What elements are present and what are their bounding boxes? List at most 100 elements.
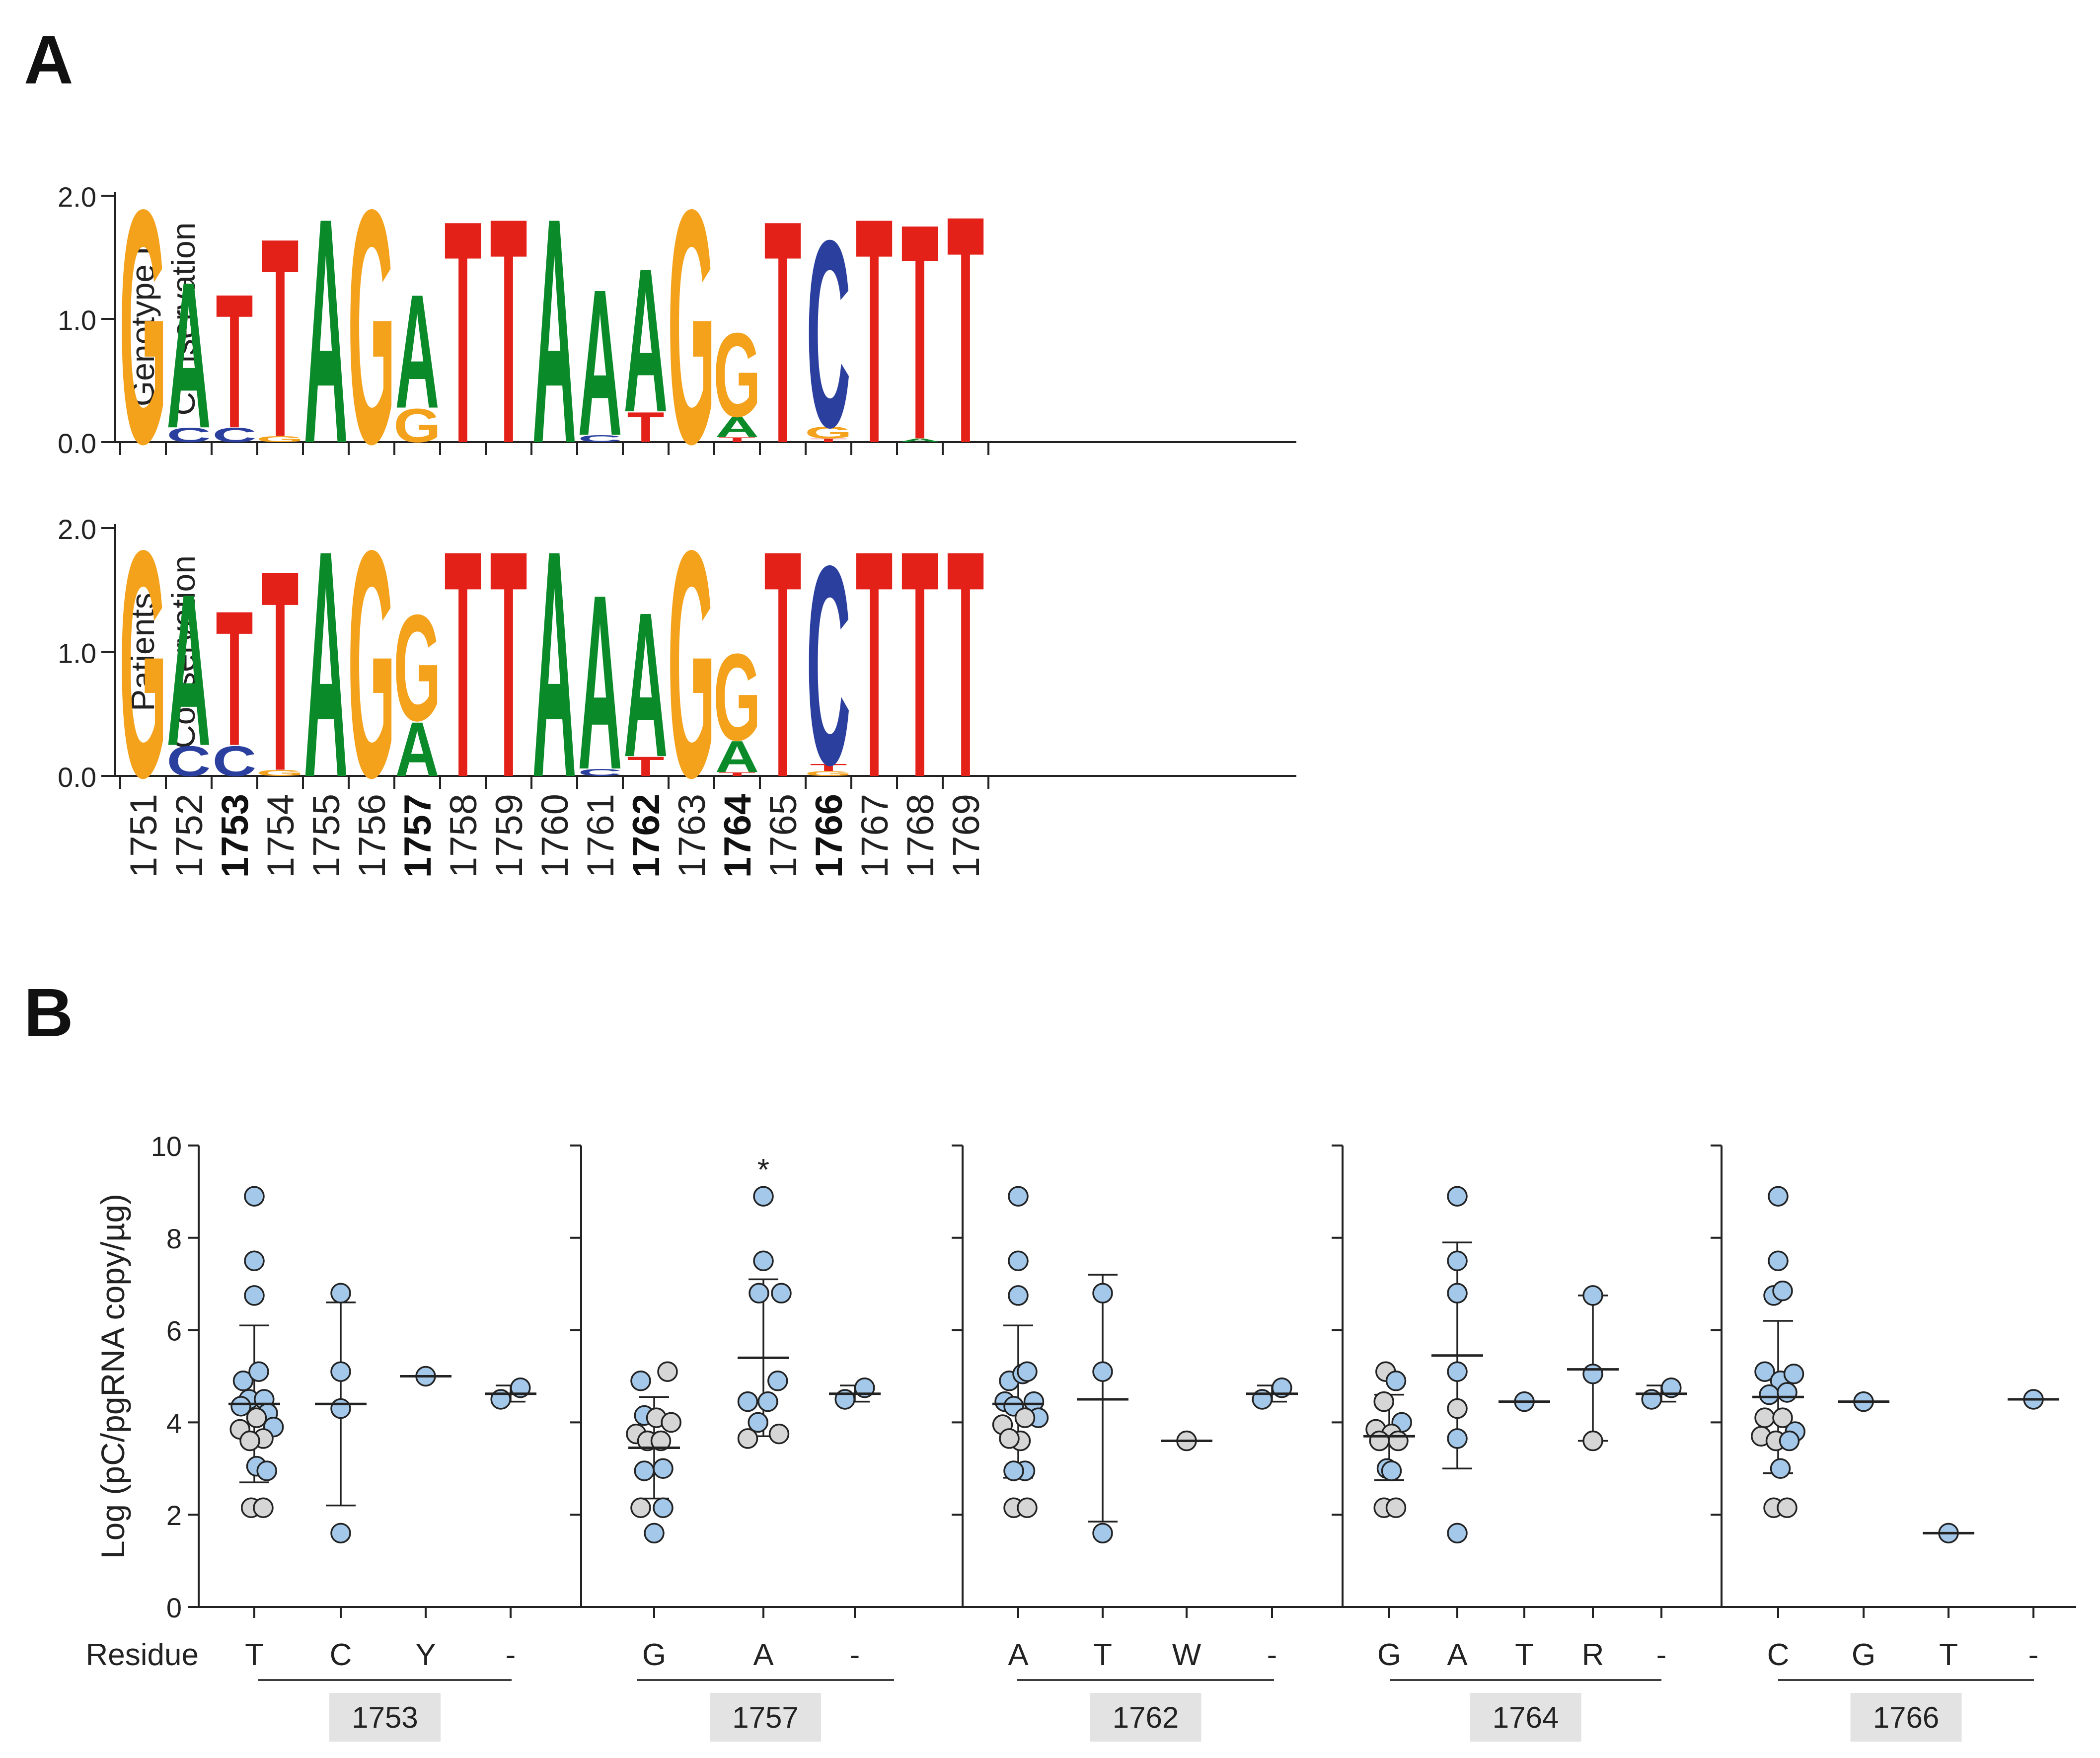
data-point — [1447, 1186, 1468, 1207]
logo-letter-T: T — [444, 484, 481, 845]
data-point — [1272, 1377, 1292, 1398]
logo-y-label-line2: Conservation — [165, 555, 202, 749]
logo-y-axis-label: Genotype D Conservation — [124, 223, 202, 416]
logo-letter-G: G — [393, 584, 441, 753]
scatter-chart-pc-pgrna: 0 2 4 6 8 10 Log (pC/pgRNA copy/µg) Residue T C Y -… — [86, 1131, 2076, 1742]
scatter-y-tick-label: 4 — [166, 1407, 182, 1439]
logo-y-label-line1: Patients — [124, 593, 161, 711]
logo-letter-G: G — [348, 141, 395, 513]
data-point — [239, 1430, 260, 1452]
logo-letter-A: A — [578, 542, 622, 822]
position-box — [1850, 1693, 1962, 1742]
data-point — [1369, 1430, 1390, 1452]
position-label-1764: 1764 — [717, 794, 759, 878]
logo-letter-T: T — [216, 570, 253, 786]
scatter-y-tick-label: 0 — [166, 1592, 182, 1623]
position-box — [710, 1693, 821, 1742]
logo-letter-T: T — [490, 484, 527, 845]
residue-label: T — [1515, 1638, 1534, 1672]
logo-letter-A: A — [624, 569, 668, 800]
data-point — [1014, 1407, 1036, 1428]
logo-letter-A: A — [715, 411, 759, 444]
data-point — [1779, 1430, 1800, 1452]
logo-letter-A: A — [578, 246, 622, 479]
position-box-label: 1766 — [1873, 1701, 1939, 1734]
data-point — [661, 1412, 681, 1433]
scatter-y-tick-label: 8 — [166, 1223, 182, 1254]
data-point — [1008, 1186, 1029, 1207]
data-point — [757, 1391, 778, 1412]
position-box-label: 1762 — [1113, 1701, 1179, 1734]
data-point — [1092, 1283, 1113, 1304]
logo-letter-A: A — [167, 238, 211, 472]
scatter-y-tick-label: 2 — [166, 1500, 182, 1531]
logo-y-tick-label: 0.0 — [58, 762, 96, 793]
data-point — [1754, 1361, 1775, 1382]
data-point — [1772, 1407, 1793, 1428]
logo-letter-G: G — [668, 484, 715, 845]
logo-letter-T: T — [764, 484, 801, 845]
data-point — [1447, 1283, 1468, 1304]
data-point — [1777, 1382, 1798, 1403]
data-point — [330, 1398, 351, 1419]
data-point — [330, 1523, 351, 1544]
data-point — [1768, 1186, 1789, 1207]
residue-label: - — [2028, 1638, 2039, 1672]
residue-label: G — [642, 1638, 666, 1672]
logo-letter-G: G — [713, 308, 761, 442]
logo-letter-T: T — [444, 153, 481, 510]
data-point — [1381, 1460, 1402, 1481]
logo-y-tick-label: 1.0 — [58, 305, 96, 336]
logo-letter-T: T — [718, 771, 755, 777]
data-point — [1008, 1285, 1029, 1306]
position-label-1758: 1758 — [443, 794, 485, 878]
data-point — [1770, 1458, 1791, 1479]
data-point — [653, 1458, 674, 1479]
data-point — [737, 1391, 758, 1412]
data-point — [653, 1497, 674, 1519]
residue-label: A — [1008, 1638, 1029, 1672]
group-1753: T C Y - 1753 — [228, 1186, 536, 1742]
group-1766: C G T - 1766 — [1751, 1186, 2059, 1742]
data-point — [1661, 1377, 1682, 1398]
data-point — [1783, 1364, 1804, 1384]
position-label-1753: 1753 — [214, 794, 256, 878]
data-point — [246, 1407, 267, 1428]
data-point — [1759, 1384, 1780, 1405]
data-point — [753, 1186, 774, 1207]
logo-letter-T: T — [764, 153, 801, 510]
data-point — [1385, 1371, 1407, 1391]
logo-letter-A: A — [624, 226, 668, 455]
logo-letter-G: G — [668, 141, 715, 513]
logo-y-label-line1: Genotype D — [124, 231, 161, 406]
position-label-1754: 1754 — [260, 794, 302, 878]
logo-letter-T: T — [216, 254, 253, 468]
position-box — [1470, 1693, 1581, 1742]
residue-label: G — [1852, 1638, 1875, 1672]
data-point — [1582, 1364, 1603, 1384]
logo-letter-T: T — [855, 484, 893, 845]
data-point — [1777, 1497, 1798, 1519]
data-point — [1017, 1361, 1038, 1382]
scatter-y-tick-label: 10 — [151, 1131, 182, 1162]
logo-letter-T: T — [810, 438, 847, 443]
residue-label: G — [1377, 1638, 1401, 1672]
logo-letter-T: T — [490, 151, 527, 511]
data-point — [248, 1361, 269, 1382]
data-point — [1008, 1250, 1029, 1271]
logo-letter-T: T — [627, 404, 664, 452]
data-point — [232, 1371, 254, 1391]
data-point — [1582, 1285, 1603, 1306]
position-label-1751: 1751 — [123, 794, 165, 878]
data-point — [1447, 1398, 1468, 1419]
position-label-1761: 1761 — [580, 794, 622, 878]
logo-y-label-line2: Conservation — [165, 223, 202, 416]
data-point — [253, 1497, 274, 1519]
logo-letter-T: T — [901, 159, 938, 504]
scatter-y-tick-label: 6 — [166, 1315, 182, 1347]
data-point — [630, 1497, 651, 1519]
position-label-1767: 1767 — [854, 794, 896, 878]
logo-letter-A: A — [395, 706, 440, 792]
residue-label: - — [850, 1638, 860, 1672]
logo-letter-A: A — [532, 151, 577, 511]
